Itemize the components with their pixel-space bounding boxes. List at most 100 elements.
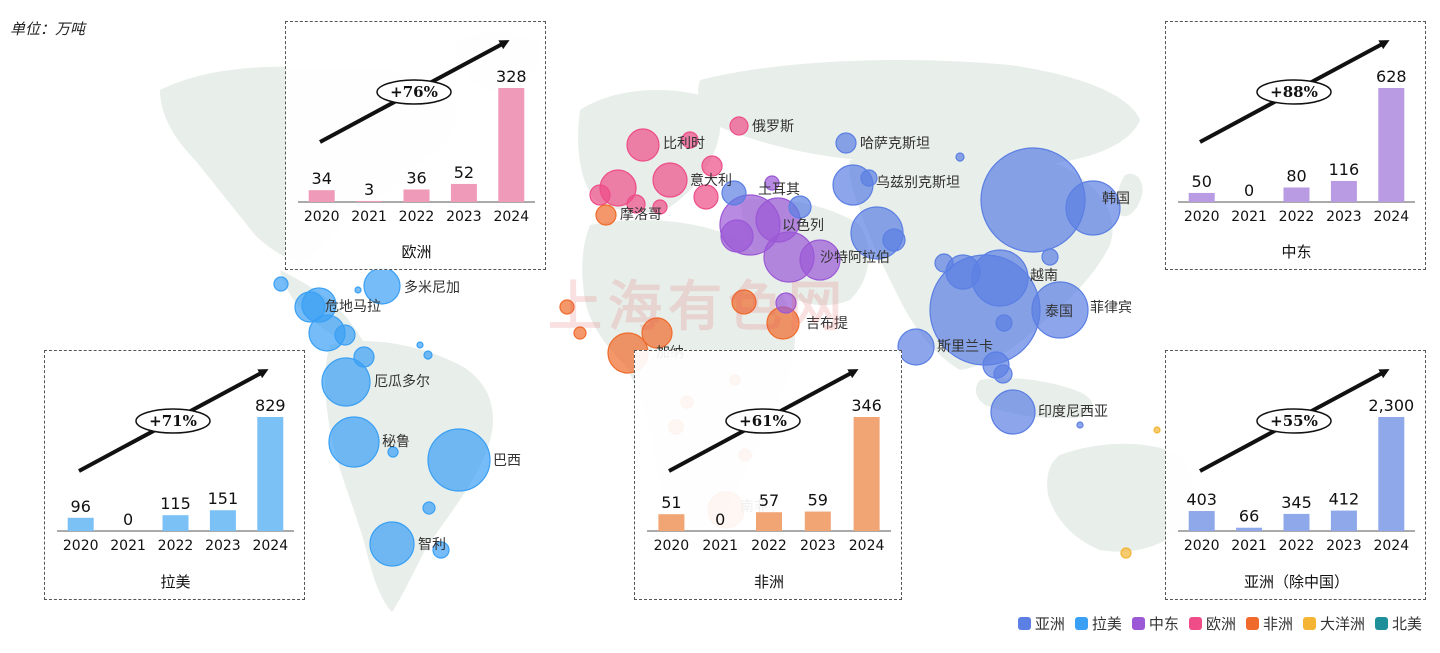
growth-label: +55% [1270,412,1318,430]
legend-swatch [1017,617,1031,630]
bar-chart: +88% 50 2020 0 2021 80 2022 116 2023 628 2024 中东 [1178,40,1415,261]
country-label: 沙特阿拉伯 [820,250,890,266]
country-bubble [328,416,380,468]
bar-value-label: 34 [312,169,332,188]
category-label: 2021 [351,209,387,225]
legend-swatch [1074,617,1088,630]
category-label: 2020 [304,209,340,225]
bar [1378,417,1405,531]
country-label: 韩国 [1102,191,1130,207]
country-bubble [573,326,587,340]
country-label: 菲律宾 [1090,300,1132,316]
chart-title: 中东 [1281,243,1311,261]
bar-value-label: 0 [715,510,725,529]
country-label: 以色列 [782,217,824,234]
country-bubble [995,314,1013,332]
bar [1236,527,1263,531]
legend-swatch [1245,617,1259,630]
country-label: 土耳其 [758,182,800,198]
category-label: 2021 [1231,209,1267,225]
growth-label: +88% [1270,83,1318,101]
category-label: 2022 [1279,209,1315,225]
growth-label: +71% [149,412,197,430]
bar-value-label: 151 [208,489,239,508]
country-bubble [788,195,812,219]
europe-chart-panel: +76% 34 2020 3 2021 36 2022 52 2023 328 2024 欧洲 [285,21,546,270]
country-bubble [589,184,611,206]
bar [853,417,880,531]
country-label: 智利 [418,537,446,553]
country-bubble [1153,426,1161,434]
legend-label: 中东 [1148,615,1179,633]
country-bubble [897,328,935,366]
category-label: 2023 [800,538,836,554]
country-label: 厄瓜多尔 [374,373,430,390]
country-bubble [1076,421,1084,429]
legend-label: 欧洲 [1205,615,1236,633]
category-label: 2023 [1326,538,1362,554]
category-label: 2023 [1326,209,1362,225]
bar [1283,513,1310,531]
country-bubble [955,152,965,162]
mideast-chart-panel: +88% 50 2020 0 2021 80 2022 116 2023 628 2024 中东 [1165,21,1426,270]
country-label: 俄罗斯 [752,119,794,135]
legend-item: 大洋洲 [1302,613,1365,634]
country-label: 秘鲁 [382,434,410,450]
growth-label: +61% [739,412,787,430]
unit-label: 单位：万吨 [10,20,86,38]
bar [1188,192,1215,202]
bar [450,183,477,202]
country-label: 摩洛哥 [620,206,662,223]
country-bubble [764,175,780,191]
legend-label: 非洲 [1262,615,1293,633]
bar [162,515,189,531]
country-bubble [626,128,660,162]
category-label: 2024 [252,538,288,554]
growth-badge [1256,408,1332,434]
category-label: 2023 [205,538,241,554]
bar [209,510,236,531]
country-label: 意大利 [690,172,732,189]
country-bubble [334,324,356,346]
africa-chart-panel: +61% 51 2020 0 2021 57 2022 59 2023 346 2024 非洲 [634,350,902,600]
country-bubble [354,286,362,294]
country-label: 泰国 [1045,304,1073,320]
bar [403,189,430,202]
country-bubble [1031,281,1089,339]
bar [67,517,94,531]
category-label: 2021 [702,538,738,554]
country-bubble [990,389,1036,435]
category-label: 2024 [1373,538,1409,554]
bar [308,190,335,202]
growth-badge [376,79,452,105]
bar-value-label: 36 [406,168,426,187]
country-bubble [432,541,450,559]
country-bubble [652,199,668,215]
bar-value-label: 96 [71,497,91,516]
bar-chart: +76% 34 2020 3 2021 36 2022 52 2023 328 2024 欧洲 [298,40,535,261]
legend-swatch [1131,617,1145,630]
chart-title: 拉美 [160,573,190,591]
country-bubble [731,289,757,315]
country-bubble [934,253,954,273]
growth-label: +76% [390,83,438,101]
country-label: 印度尼西亚 [1038,404,1108,420]
country-bubble [595,204,617,226]
legend-label: 拉美 [1091,615,1122,633]
watermark: 上海有色网 [548,275,848,338]
country-label: 比利时 [663,136,705,152]
bar-value-label: 628 [1376,67,1407,86]
asia-chart-panel: +55% 403 2020 66 2021 345 2022 412 2023 2,300 2024… [1165,350,1426,600]
bar-value-label: 51 [661,493,681,512]
legend-item: 中东 [1131,613,1179,634]
category-label: 2024 [1373,209,1409,225]
country-label: 乌兹别克斯坦 [876,175,960,191]
country-label: 吉布提 [806,316,848,332]
category-label: 2020 [1184,538,1220,554]
latam-chart-panel: +71% 96 2020 0 2021 115 2022 151 2023 829 2024 拉美 [44,350,305,600]
country-bubble [559,299,575,315]
country-label: 危地马拉 [325,299,381,315]
bar-value-label: 50 [1192,172,1212,191]
category-label: 2022 [399,209,435,225]
country-bubble [835,132,857,154]
